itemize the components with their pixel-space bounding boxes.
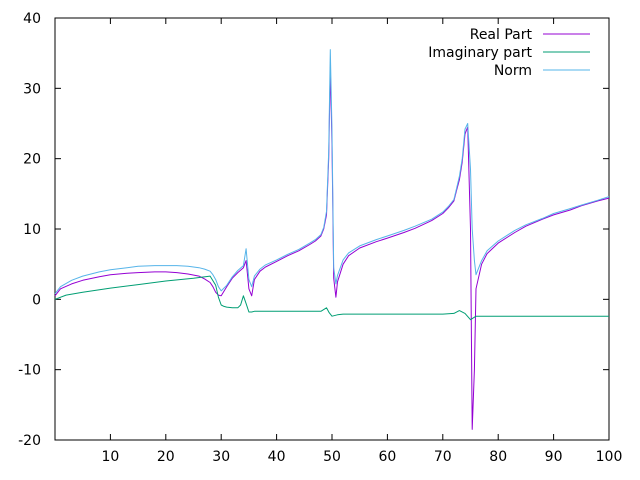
y-tick-label: 10 xyxy=(23,222,41,238)
y-tick-label: -10 xyxy=(18,363,41,379)
x-tick-label: 70 xyxy=(434,449,452,465)
series-line-norm xyxy=(54,49,610,295)
series-layer xyxy=(54,49,610,430)
legend-label-real-part: Real Part xyxy=(470,27,533,43)
legend-label-norm: Norm xyxy=(494,63,532,79)
x-tick-label: 30 xyxy=(212,449,230,465)
x-tick-label: 40 xyxy=(268,449,286,465)
plot-frame xyxy=(54,17,610,441)
y-tick-label: 20 xyxy=(23,152,41,168)
x-tick-label: 100 xyxy=(596,449,623,465)
legend-label-imaginary-part: Imaginary part xyxy=(428,45,532,61)
legend: Real Part Imaginary part Norm xyxy=(428,27,590,79)
x-tick-label: 20 xyxy=(157,449,175,465)
x-tick-label: 80 xyxy=(489,449,507,465)
y-tick-label: 30 xyxy=(23,81,41,97)
x-tick-label: 90 xyxy=(545,449,563,465)
y-tick-label: -20 xyxy=(18,433,41,449)
axis-ticks: 10 20 30 40 50 60 70 80 90 100 -20 -10 0 10 20 30 40 xyxy=(18,11,622,465)
x-tick-label: 10 xyxy=(101,449,119,465)
series-line-imaginary-part xyxy=(54,275,609,321)
y-tick-label: 40 xyxy=(23,11,41,27)
x-tick-label: 60 xyxy=(378,449,396,465)
x-tick-label: 50 xyxy=(323,449,341,465)
y-tick-label: 0 xyxy=(32,292,41,308)
